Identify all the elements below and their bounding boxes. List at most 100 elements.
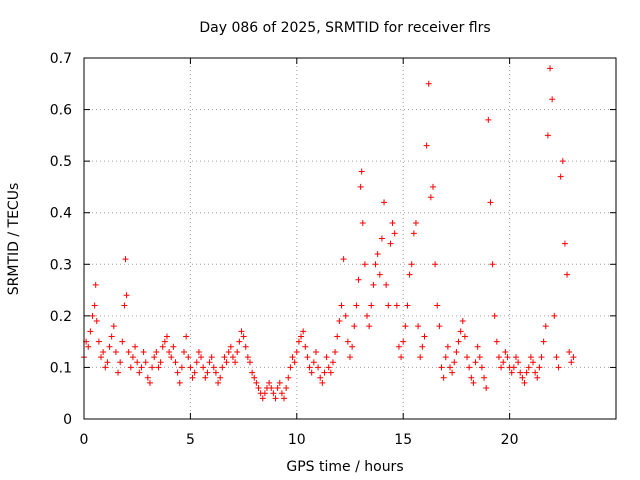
data-point (278, 390, 285, 397)
y-tick-label: 0.7 (50, 51, 72, 67)
data-point (421, 333, 428, 340)
data-point (402, 323, 409, 330)
data-point (483, 385, 490, 392)
data-point (259, 395, 266, 402)
data-point (198, 354, 205, 361)
data-point (246, 359, 253, 366)
data-point (329, 359, 336, 366)
data-point (549, 96, 556, 103)
data-point (206, 359, 213, 366)
data-point (300, 328, 307, 335)
data-point (566, 348, 573, 355)
data-point (325, 364, 332, 371)
data-point (146, 379, 153, 386)
data-point (540, 338, 547, 345)
data-point (93, 318, 100, 325)
data-point (358, 168, 365, 175)
data-point (364, 312, 371, 319)
data-point (438, 364, 445, 371)
data-point (276, 379, 283, 386)
y-tick-labels: 0 0.1 0.2 0.3 0.4 0.5 0.6 0.7 (50, 51, 72, 428)
data-point (123, 292, 130, 299)
y-tick-label: 0.3 (50, 257, 72, 273)
data-point (517, 369, 524, 376)
data-point (91, 302, 98, 309)
data-point (468, 374, 475, 381)
data-point (521, 379, 528, 386)
y-axis-label: SRMTID / TECUs (6, 183, 22, 296)
data-point (353, 302, 360, 309)
data-point (298, 333, 305, 340)
data-point (212, 369, 219, 376)
data-point (342, 312, 349, 319)
data-point (272, 395, 279, 402)
data-point (427, 194, 434, 201)
data-point (195, 348, 202, 355)
y-tick-label: 0.2 (50, 309, 72, 325)
data-point (451, 359, 458, 366)
data-point (227, 343, 234, 350)
data-point (410, 230, 417, 237)
data-point (289, 354, 296, 361)
data-point (115, 369, 122, 376)
data-point (487, 199, 494, 206)
data-point (481, 374, 488, 381)
data-point (332, 348, 339, 355)
data-point (125, 348, 132, 355)
data-point (357, 183, 364, 190)
data-point (215, 379, 222, 386)
data-point (117, 359, 124, 366)
data-point (372, 261, 379, 268)
data-point (544, 132, 551, 139)
x-axis-label: GPS time / hours (286, 459, 403, 475)
data-point (274, 385, 281, 392)
data-point (561, 240, 568, 247)
data-point (291, 359, 298, 366)
data-point (87, 328, 94, 335)
data-point (347, 354, 353, 361)
data-point (470, 379, 477, 386)
data-point (551, 312, 558, 319)
data-point (457, 328, 464, 335)
data-point (310, 359, 317, 366)
data-point (412, 220, 419, 227)
data-point (417, 354, 424, 361)
data-point (112, 348, 119, 355)
data-point (229, 354, 236, 361)
data-point (238, 328, 245, 335)
data-point (191, 369, 198, 376)
data-point (498, 364, 505, 371)
data-point (287, 364, 294, 371)
data-point (547, 65, 554, 72)
data-point (170, 343, 177, 350)
data-point (432, 261, 439, 268)
data-point (104, 359, 111, 366)
data-point (440, 374, 447, 381)
data-point (283, 385, 290, 392)
data-point (553, 354, 560, 361)
data-point (536, 364, 543, 371)
data-point (510, 364, 517, 371)
data-point (159, 343, 166, 350)
data-point (527, 354, 534, 361)
data-point (491, 312, 498, 319)
data-point (223, 359, 230, 366)
data-point (389, 220, 396, 227)
data-point (361, 261, 368, 268)
data-point (338, 302, 345, 309)
data-point (455, 338, 462, 345)
data-point (570, 354, 577, 361)
data-point (444, 343, 451, 350)
data-point (525, 364, 532, 371)
data-point (315, 364, 322, 371)
data-point (336, 318, 343, 325)
data-point (163, 333, 170, 340)
data-point (181, 348, 188, 355)
data-point (178, 364, 185, 371)
data-point (142, 359, 149, 366)
data-point (281, 395, 288, 402)
data-point (210, 364, 217, 371)
data-point (564, 271, 571, 278)
data-point (519, 374, 526, 381)
